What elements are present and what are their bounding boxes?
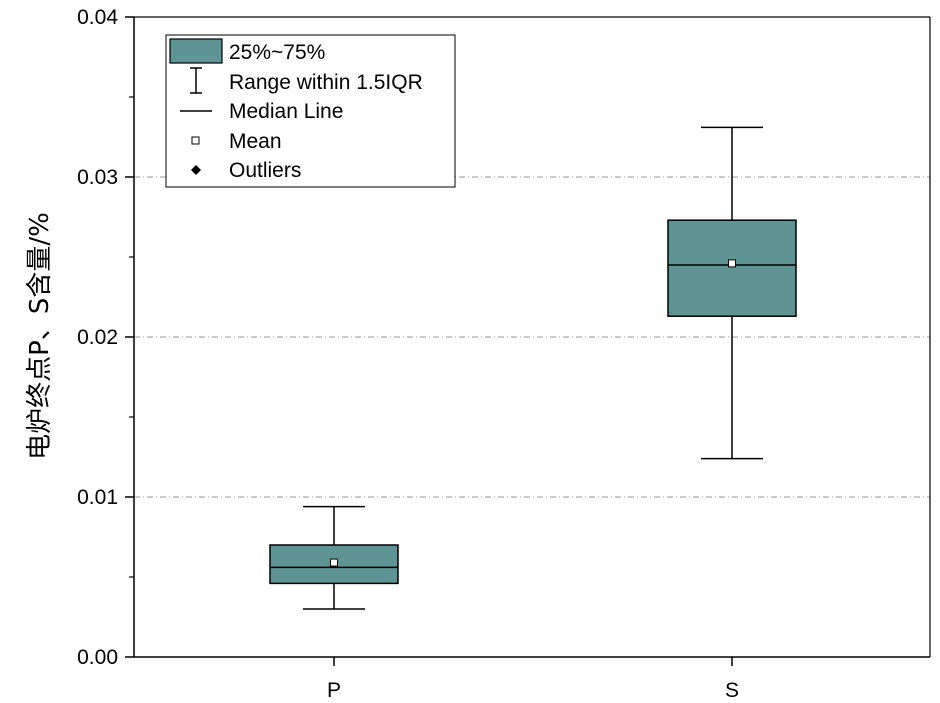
iqr-box-S [667,219,797,317]
legend-label-iqr-box: 25%~75% [229,41,325,64]
y-axis-title: 电炉终点P、S含量/% [25,212,55,460]
x-tick-label-P: P [327,679,341,702]
y-tick-label-0: 0.00 [77,646,118,669]
legend-label-median: Median Line [229,100,343,123]
legend-label-outliers: Outliers [229,159,301,182]
iqr-box-P [269,544,399,585]
legend-label-range: Range within 1.5IQR [229,71,423,94]
grid-lines [134,176,930,498]
y-tick-label-3: 0.03 [77,166,118,189]
legend-whisker-symbol [190,67,202,94]
y-tick-label-1: 0.01 [77,486,118,509]
mean-marker-S [728,259,736,268]
legend-mean-symbol [191,136,200,145]
mean-marker-P [330,558,338,567]
legend-outlier-symbol [191,165,201,175]
box-S [667,126,797,460]
box-plots [269,126,797,610]
y-tick-label-4: 0.04 [77,6,118,29]
legend-label-mean: Mean [229,130,282,153]
legend-box-swatch [169,38,223,64]
y-ticks: 0.00 0.01 0.02 0.03 0.04 [77,6,134,669]
box-P [269,505,399,610]
legend: 25%~75% Range within 1.5IQR Median Line … [165,34,456,188]
x-tick-label-S: S [725,679,739,702]
y-tick-label-2: 0.02 [77,326,118,349]
